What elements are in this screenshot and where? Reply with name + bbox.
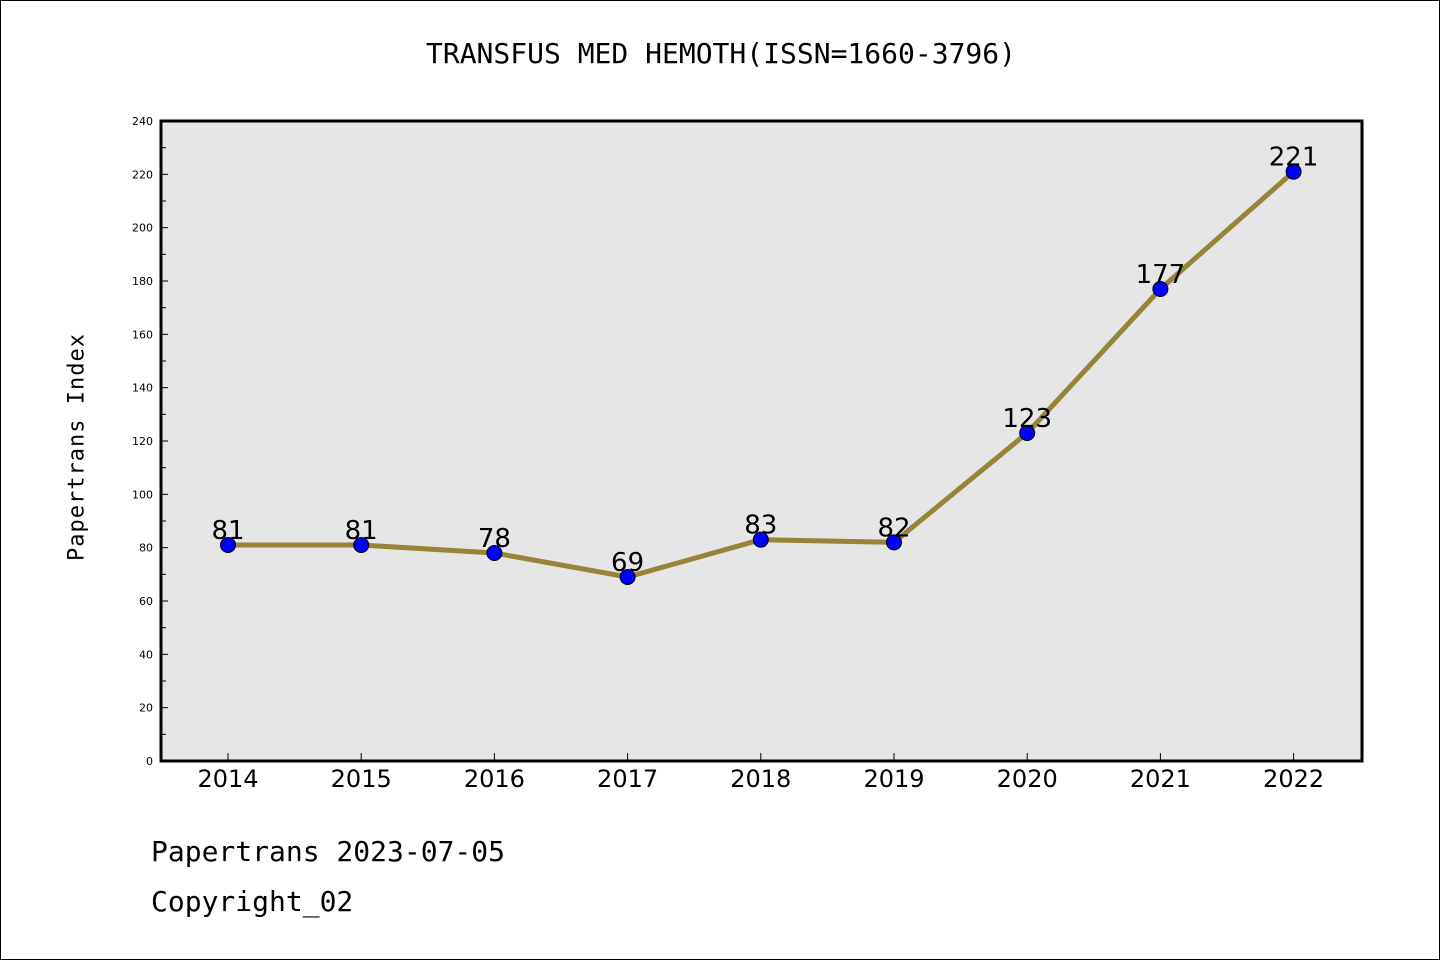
y-tick-label: 0 <box>146 755 153 768</box>
plot-border <box>159 119 1364 763</box>
plot-area <box>161 121 1362 761</box>
data-label: 123 <box>1002 404 1052 434</box>
y-tick-label: 240 <box>132 115 153 128</box>
y-tick-label: 220 <box>132 168 153 181</box>
y-tick-label: 80 <box>139 542 153 555</box>
data-label: 81 <box>345 516 378 546</box>
data-label: 78 <box>478 524 511 554</box>
x-tick-label: 2016 <box>464 765 525 793</box>
y-tick-label: 180 <box>132 275 153 288</box>
x-tick-label: 2015 <box>331 765 392 793</box>
series-markers <box>220 163 1302 585</box>
data-point <box>619 569 636 585</box>
chart-title: TRANSFUS MED HEMOTH(ISSN=1660-3796) <box>425 37 1016 70</box>
data-label: 221 <box>1269 143 1319 173</box>
y-tick-label: 60 <box>139 595 153 608</box>
footer-date: Papertrans 2023-07-05 <box>151 835 506 868</box>
data-labels: 81 81 78 69 83 82 123 177 221 <box>211 143 1318 578</box>
y-tick-label: 200 <box>132 222 153 235</box>
data-point <box>486 545 503 561</box>
x-tick-label: 2021 <box>1130 765 1191 793</box>
y-tick-label: 40 <box>139 648 153 661</box>
y-tick-label: 160 <box>132 328 153 341</box>
data-point <box>1019 425 1036 441</box>
y-tick-label: 100 <box>132 488 153 501</box>
data-label: 82 <box>877 513 910 543</box>
x-tick-label: 2020 <box>997 765 1058 793</box>
data-point <box>886 534 902 551</box>
y-tick-label: 20 <box>139 702 153 715</box>
data-point <box>752 531 769 548</box>
x-tick-label: 2017 <box>597 765 658 793</box>
x-tick-label: 2019 <box>863 765 924 793</box>
data-label: 177 <box>1136 260 1186 290</box>
data-point <box>1152 281 1169 297</box>
data-label: 81 <box>211 516 244 546</box>
data-label: 83 <box>744 511 777 541</box>
y-tick-label: 140 <box>132 382 153 395</box>
x-axis: 2014 2015 2016 2017 2018 2019 2020 2021 2022 <box>197 753 1324 793</box>
data-point <box>1285 163 1302 180</box>
data-label: 69 <box>611 548 644 578</box>
footer-copyright: Copyright_02 <box>151 885 354 918</box>
x-tick-label: 2014 <box>197 765 258 793</box>
x-tick-label: 2022 <box>1263 765 1324 793</box>
data-point <box>220 537 236 553</box>
data-point <box>353 537 370 553</box>
x-tick-label: 2018 <box>730 765 791 793</box>
y-tick-label: 120 <box>132 435 153 448</box>
